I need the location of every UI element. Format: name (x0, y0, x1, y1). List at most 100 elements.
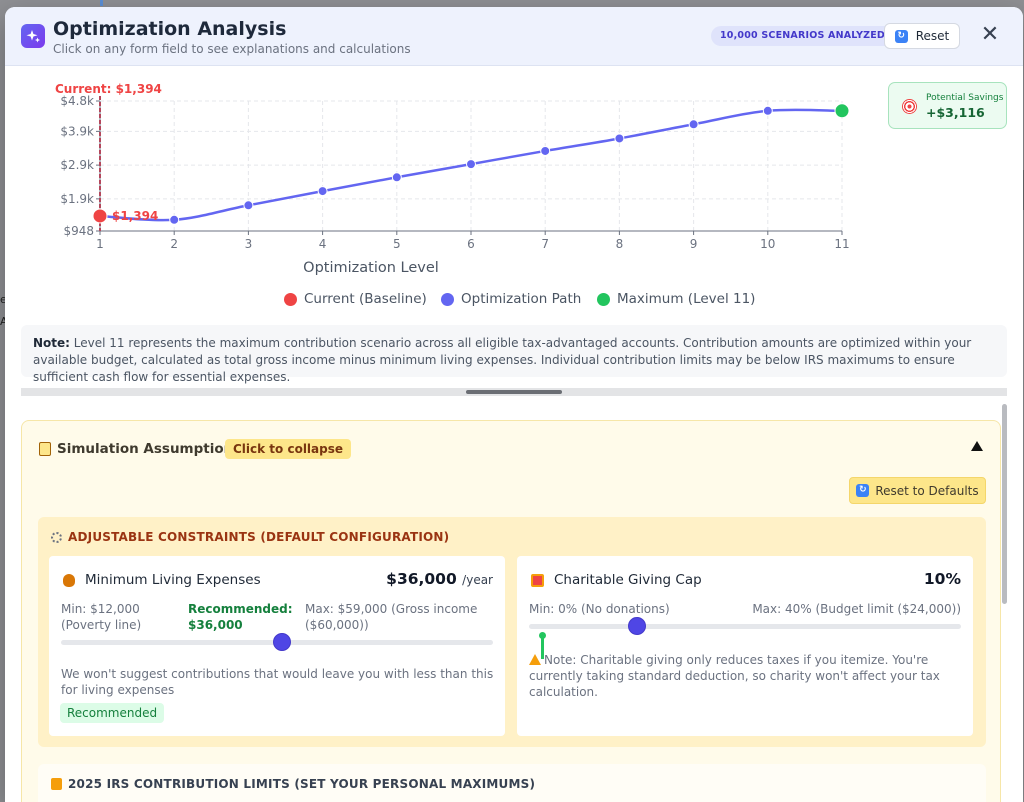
reset-defaults-button[interactable]: ↻ Reset to Defaults (849, 477, 986, 504)
living-expenses-label: Minimum Living Expenses (85, 572, 261, 588)
refresh-icon: ↻ (894, 29, 908, 43)
living-expenses-hint: We won't suggest contributions that woul… (61, 667, 494, 697)
slider-thumb[interactable] (628, 617, 646, 635)
backdrop-text: A (0, 315, 8, 328)
legend-label: Current (Baseline) (304, 291, 427, 307)
x-tick-label: 5 (393, 237, 401, 251)
legend-dot (284, 292, 297, 306)
optimization-chart: $948 $1.9k $2.9k $3.9k $4.8k 1 2 3 4 5 6 7 8 9 10 11 Opt… (5, 67, 1023, 327)
irs-limits-title-text: 2025 IRS CONTRIBUTION LIMITS (SET YOUR P… (68, 777, 536, 791)
adjustable-constraints: ADJUSTABLE CONSTRAINTS (DEFAULT CONFIGUR… (38, 517, 986, 747)
charitable-giving-slider[interactable] (529, 617, 961, 635)
charity-note-text: Note: Charitable giving only reduces tax… (529, 653, 940, 699)
x-tick-label: 8 (616, 237, 624, 251)
level-note: Note: Level 11 represents the maximum co… (21, 325, 1007, 384)
modal-subtitle: Click on any form field to see explanati… (53, 42, 411, 56)
irs-limits-section[interactable]: 2025 IRS CONTRIBUTION LIMITS (SET YOUR P… (38, 764, 986, 802)
charitable-giving-name: Charitable Giving Cap (531, 572, 702, 588)
potential-savings-card: Potential Savings +$3,116 (888, 82, 1007, 129)
x-tick-label: 10 (760, 237, 775, 251)
modal-title: Optimization Analysis (53, 18, 287, 40)
living-expenses-value: $36,000 /year (386, 570, 493, 588)
note-lead: Note: (33, 336, 70, 350)
current-point-label: $1,394 (112, 209, 158, 223)
note-text: Level 11 represents the maximum contribu… (33, 336, 972, 384)
legend-label: Maximum (Level 11) (617, 291, 756, 307)
scroll-icon (51, 778, 62, 790)
living-max-label: Max: $59,000 (Gross income ($60,000)) (305, 602, 478, 632)
living-expenses-unit: /year (462, 573, 493, 587)
legend-dot (597, 292, 610, 306)
x-tick-label: 7 (541, 237, 549, 251)
scrollbar-thumb[interactable] (1002, 404, 1007, 604)
x-tick-label: 4 (319, 237, 327, 251)
irs-limits-title: 2025 IRS CONTRIBUTION LIMITS (SET YOUR P… (51, 777, 535, 791)
path-point (391, 172, 402, 183)
y-tick-label: $948 (63, 224, 94, 238)
charity-min-label: Min: 0% (No donations) (529, 602, 670, 616)
collapse-tag[interactable]: Click to collapse (225, 439, 352, 459)
charity-note: Note: Charitable giving only reduces tax… (529, 652, 965, 700)
y-tick-label: $2.9k (60, 158, 94, 172)
path-point (243, 200, 254, 211)
money-bag-icon (63, 573, 75, 587)
simulation-assumptions-panel: Simulation Assumptions Click to collapse… (21, 420, 1001, 802)
legend-dot (441, 292, 454, 306)
path-point (317, 186, 328, 197)
close-icon[interactable]: ✕ (980, 22, 1000, 47)
savings-value: +$3,116 (926, 105, 985, 120)
reset-button[interactable]: ↻ Reset (884, 23, 960, 49)
x-tick-label: 9 (690, 237, 698, 251)
clipboard-icon (39, 442, 51, 456)
simulation-title[interactable]: Simulation Assumptions (39, 441, 241, 457)
chart-legend: Current (Baseline) Optimization Path Max… (5, 290, 1023, 308)
x-tick-label: 1 (96, 237, 104, 251)
slider-thumb[interactable] (272, 633, 291, 651)
charitable-giving-value: 10% (923, 570, 961, 588)
current-point (92, 208, 108, 224)
legend-item-current[interactable]: Current (Baseline) (284, 290, 427, 308)
gift-icon (531, 573, 544, 587)
collapse-caret-icon[interactable] (971, 441, 983, 451)
x-tick-label: 3 (245, 237, 253, 251)
living-expenses-amount: $36,000 (386, 570, 457, 588)
y-tick-label: $1.9k (60, 192, 94, 206)
path-point (466, 159, 476, 170)
legend-item-path[interactable]: Optimization Path (441, 290, 581, 308)
x-axis-label: Optimization Level (303, 260, 439, 276)
living-expenses-slider[interactable] (61, 633, 493, 651)
legend-label: Optimization Path (461, 291, 582, 307)
target-icon (902, 99, 917, 114)
recommended-badge: Recommended (60, 703, 165, 723)
x-tick-label: 2 (170, 237, 178, 251)
backdrop-strip (100, 0, 103, 6)
chart-svg: $948 $1.9k $2.9k $3.9k $4.8k 1 2 3 4 5 6 7 8 9 10 11 Opt… (55, 82, 850, 276)
path-point (540, 145, 551, 156)
horizontal-scrollbar[interactable] (21, 388, 1007, 396)
current-label: Current: $1,394 (55, 82, 162, 96)
y-tick-label: $4.8k (60, 94, 94, 108)
reset-label: Reset (915, 29, 950, 43)
vertical-scrollbar[interactable] (1000, 404, 1008, 604)
path-point (688, 119, 699, 130)
x-tick-label: 6 (467, 237, 475, 251)
charitable-giving-label: Charitable Giving Cap (554, 572, 702, 588)
backdrop-text: e (0, 293, 7, 306)
charity-max-label: Max: 40% (Budget limit ($24,000)) (752, 602, 961, 616)
warning-icon (529, 654, 541, 665)
y-tick-label: $3.9k (60, 124, 94, 138)
refresh-icon: ↻ (856, 484, 870, 497)
optimization-modal: Optimization Analysis Click on any form … (5, 7, 1023, 802)
simulation-title-text: Simulation Assumptions (57, 441, 242, 457)
scrollbar-thumb[interactable] (466, 390, 562, 394)
path-point (614, 133, 625, 144)
living-min-label: Min: $12,000 (Poverty line) (61, 602, 142, 632)
living-expenses-name: Minimum Living Expenses (63, 572, 261, 588)
sparkles-icon (21, 24, 45, 48)
reset-defaults-label: Reset to Defaults (875, 483, 979, 498)
maximum-point (834, 103, 850, 119)
legend-item-maximum[interactable]: Maximum (Level 11) (597, 290, 755, 308)
scenarios-badge: 10,000 SCENARIOS ANALYZED (711, 26, 895, 46)
x-tick-label: 11 (834, 237, 849, 251)
modal-header: Optimization Analysis Click on any form … (5, 7, 1023, 66)
